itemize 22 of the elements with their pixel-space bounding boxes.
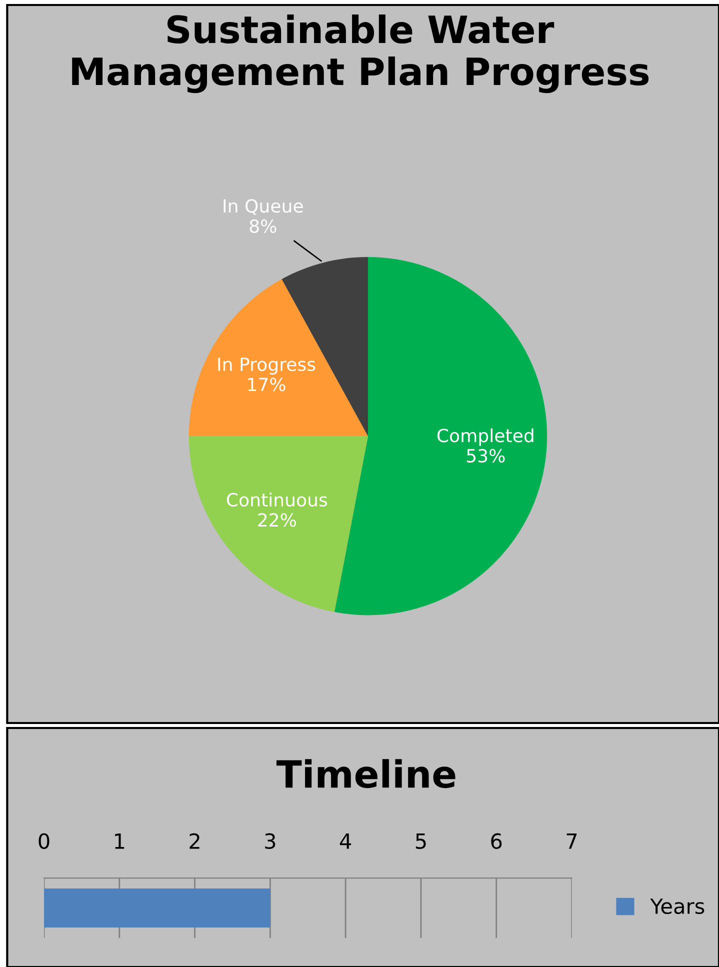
chart-title: Timeline bbox=[276, 759, 456, 788]
x-tick-label: 7 bbox=[566, 834, 577, 849]
x-tick-label: 1 bbox=[115, 834, 124, 849]
slice-label: In Progress bbox=[218, 358, 316, 375]
x-tick-label: 2 bbox=[190, 833, 200, 849]
slice-label: Continuous bbox=[226, 492, 328, 507]
slice-label: Completed bbox=[437, 428, 534, 446]
x-tick-label: 0 bbox=[38, 833, 50, 849]
x-tick-label: 4 bbox=[340, 834, 352, 849]
data-label: 8% bbox=[250, 219, 276, 233]
pie-slice bbox=[188, 436, 368, 612]
x-tick-label: 5 bbox=[416, 834, 426, 849]
data-label: 53% bbox=[466, 448, 505, 463]
slice-label: In Queue bbox=[224, 199, 303, 215]
x-tick-label: 6 bbox=[491, 833, 502, 849]
x-tick-label: 3 bbox=[265, 833, 276, 849]
legend-label: Years bbox=[650, 898, 704, 914]
data-label: 17% bbox=[248, 378, 286, 392]
data-label: 22% bbox=[258, 513, 296, 527]
pie-slice bbox=[334, 257, 548, 616]
chart-title: Sustainable Water Management Plan Progress bbox=[72, 14, 649, 94]
pie-slice bbox=[188, 279, 368, 436]
